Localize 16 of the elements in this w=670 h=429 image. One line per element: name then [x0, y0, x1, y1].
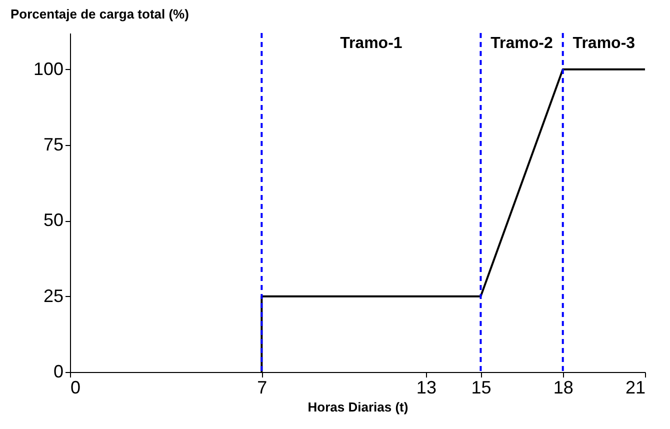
annotation: Tramo-3	[572, 35, 636, 52]
x-tick-label: 18	[553, 378, 574, 398]
x-tick-label: 21	[625, 378, 646, 398]
y-tick-label: 100	[33, 58, 64, 79]
x-tick-label: 15	[471, 378, 492, 398]
x-tick-label: 13	[416, 378, 436, 398]
y-tick-label: 75	[43, 134, 64, 154]
y-tick-label: 25	[43, 286, 64, 306]
y-tick-label: 50	[43, 210, 64, 230]
x-tick-label: 7	[257, 378, 268, 398]
annotation: Tramo-1	[340, 35, 402, 52]
x-axis-title: Horas Diarias (t)	[308, 400, 408, 414]
annotation: Tramo-2	[490, 35, 554, 52]
x-tick-label: 0	[70, 378, 81, 398]
y-tick-label: 0	[53, 362, 64, 382]
y-axis-title: Porcentaje de carga total (%)	[10, 6, 189, 22]
